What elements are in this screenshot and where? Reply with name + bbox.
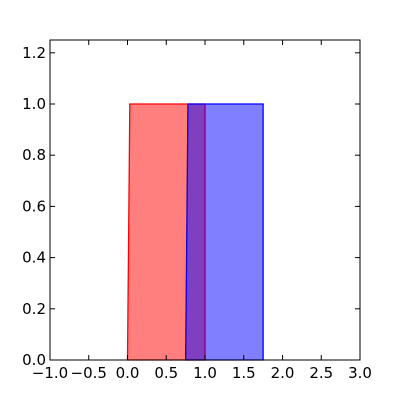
x-tick-label: 2.0 (271, 364, 295, 382)
x-tick-label: −1.0 (32, 364, 68, 382)
tick-layer: −1.0 −0.5 0.0 0.5 1.0 1.5 2.0 2.5 3.0 0.0 0.2 0.4 0.… (22, 40, 372, 382)
series-2-fill (184, 103, 264, 361)
series-layer (126, 103, 264, 361)
y-tick-label: 0.0 (22, 351, 46, 369)
y-tick-label: 0.4 (22, 249, 46, 267)
x-tick-label: −0.5 (71, 364, 107, 382)
plot-frame (49, 39, 361, 361)
y-tick-label: 0.2 (22, 300, 46, 318)
x-tick-label: 1.0 (193, 364, 217, 382)
x-tick-label: 0.5 (154, 364, 178, 382)
x-tick-label: 0.0 (116, 364, 140, 382)
y-tick-label: 0.6 (22, 197, 46, 215)
y-tick-label: 0.8 (22, 146, 46, 164)
y-tick-label: 1.0 (22, 95, 46, 113)
x-tick-label: 2.5 (309, 364, 333, 382)
x-tick-label: 3.0 (348, 364, 372, 382)
x-tick-label: 1.5 (232, 364, 256, 382)
y-tick-label: 1.2 (22, 44, 46, 62)
